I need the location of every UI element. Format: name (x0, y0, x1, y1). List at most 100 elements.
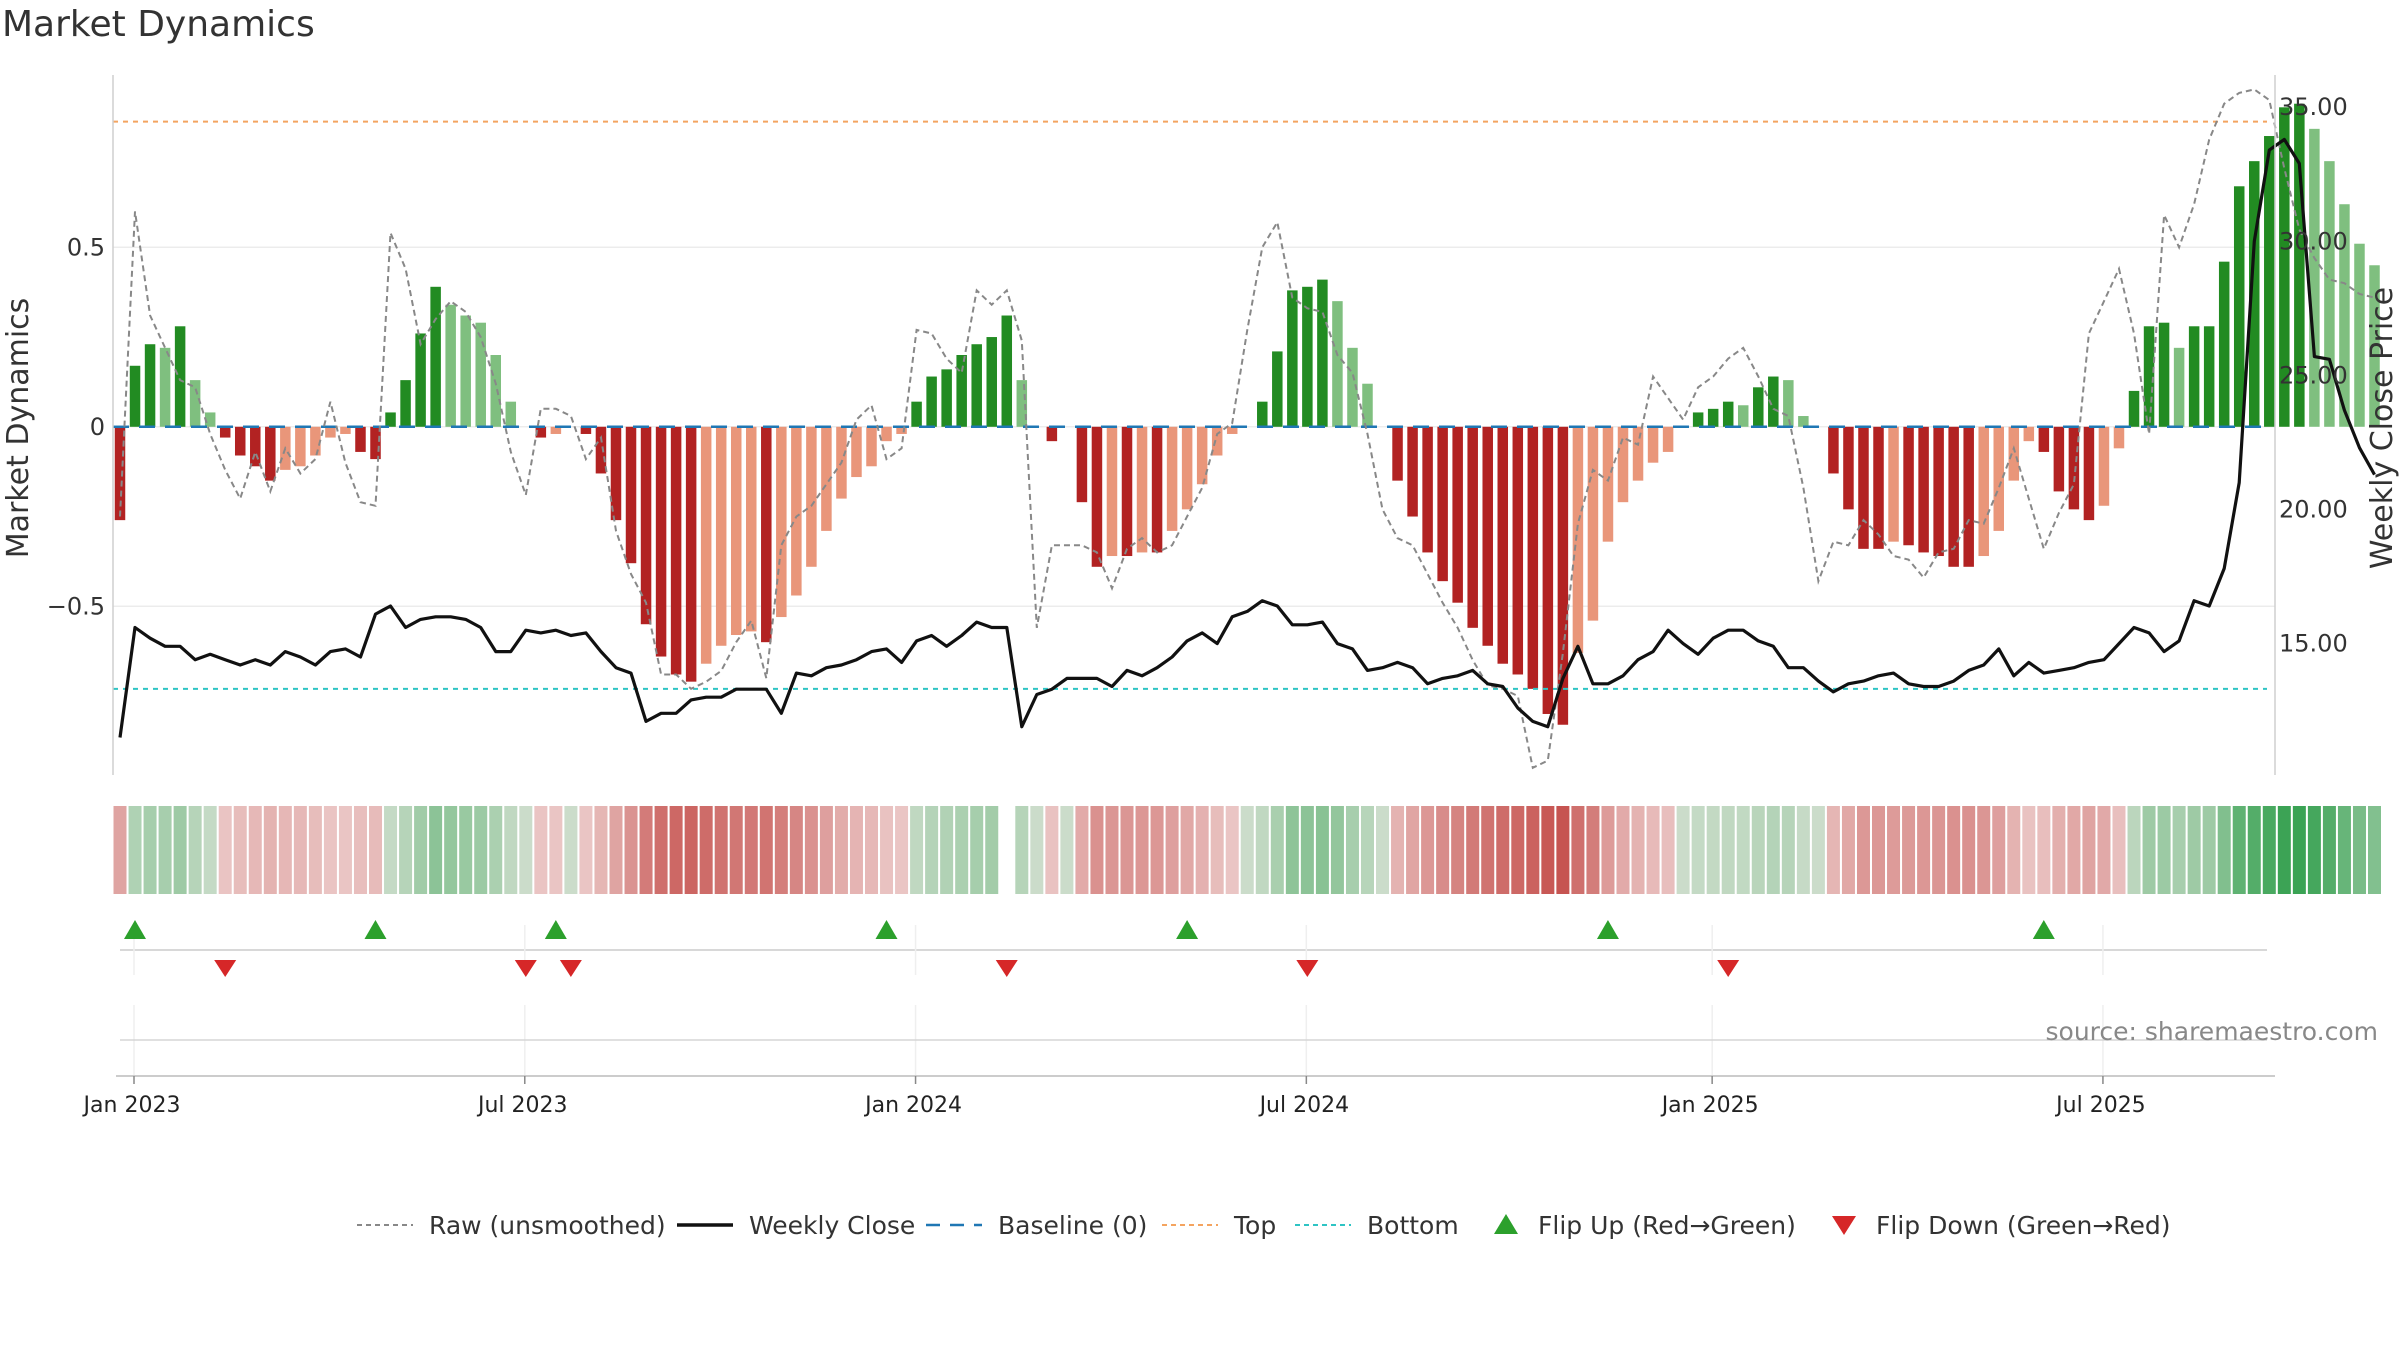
histogram-bar (956, 355, 967, 427)
heatmap-cell (158, 806, 172, 894)
histogram-bar (911, 401, 922, 427)
heatmap-cell (2097, 806, 2111, 894)
histogram-bar (295, 426, 306, 467)
heatmap-cell (2112, 806, 2126, 894)
heatmap-cell (895, 806, 909, 894)
heatmap-cell (955, 806, 969, 894)
right-tick-label: 25.00 (2279, 361, 2348, 389)
histogram-bar (2324, 161, 2335, 427)
heatmap-cell (834, 806, 848, 894)
heatmap-cell (1210, 806, 1224, 894)
histogram-bar (505, 401, 517, 427)
histogram-bar (1753, 387, 1764, 427)
x-tick-label: Jul 2024 (1258, 1093, 1350, 1118)
heatmap-cell (624, 806, 638, 894)
heatmap-cell (173, 806, 187, 894)
histogram-bar (1046, 426, 1058, 442)
heatmap-cell (128, 806, 142, 894)
heatmap-cell (1962, 806, 1976, 894)
histogram-bar (1542, 426, 1554, 714)
heatmap-cell (1135, 806, 1149, 894)
histogram-bar (1121, 426, 1133, 557)
histogram-bar (1617, 426, 1629, 503)
heatmap-cell (1887, 806, 1901, 894)
histogram-bar (1557, 426, 1569, 725)
source-text: source: sharemaestro.com (2046, 1017, 2379, 1046)
histogram-bar (881, 426, 892, 442)
heatmap-cell (323, 806, 337, 894)
heatmap-cell (308, 806, 322, 894)
histogram-bar (1482, 426, 1493, 646)
heatmap-cell (1075, 806, 1089, 894)
histogram-bar (670, 426, 682, 675)
heatmap-cell (2007, 806, 2021, 894)
histogram-bar (625, 426, 637, 564)
histogram-bar (2233, 186, 2245, 427)
heatmap-cell (684, 806, 698, 894)
heatmap-cell (263, 806, 277, 894)
histogram-bar (1272, 351, 1283, 427)
histogram-bar (2264, 136, 2275, 427)
right-tick-label: 35.00 (2279, 93, 2348, 121)
histogram-bar (1287, 290, 1298, 427)
heatmap-cell (2232, 806, 2246, 894)
histogram-bar (1828, 426, 1839, 474)
right-tick-label: 15.00 (2279, 630, 2348, 658)
histogram-bar (1647, 426, 1659, 463)
heatmap-cell (1706, 806, 1720, 894)
heatmap-cell (1150, 806, 1164, 894)
x-tick-label: Jul 2025 (2054, 1093, 2146, 1118)
heatmap-cell (369, 806, 383, 894)
heatmap-cell (474, 806, 488, 894)
histogram-bar (971, 344, 982, 427)
heatmap-cell (1345, 806, 1359, 894)
heatmap-cell (1045, 806, 1059, 894)
histogram-bar (2158, 322, 2170, 427)
heatmap-cell (1902, 806, 1916, 894)
histogram-bar (1602, 426, 1614, 542)
heatmap-cell (985, 806, 999, 894)
histogram-bar (1166, 426, 1178, 531)
left-tick-label: 0 (90, 413, 105, 441)
heatmap-cell (444, 806, 458, 894)
heatmap-cell (1631, 806, 1645, 894)
heatmap-cell (1661, 806, 1675, 894)
histogram-bar (1662, 426, 1674, 452)
histogram-bar (791, 426, 802, 596)
histogram-bar (1632, 426, 1644, 481)
heatmap-cell (1105, 806, 1119, 894)
histogram-bar (1317, 279, 1328, 427)
histogram-bar (1587, 426, 1599, 621)
flip-up-marker (124, 920, 146, 939)
heatmap-cell (729, 806, 743, 894)
histogram-bar (2188, 326, 2200, 427)
histogram-bar (325, 426, 336, 438)
histogram-bar (2128, 390, 2140, 427)
heatmap-cell (1285, 806, 1299, 894)
histogram-bar (1798, 416, 1809, 427)
heatmap-cell (1090, 806, 1104, 894)
histogram-bar (1497, 426, 1509, 664)
histogram-bar (114, 426, 126, 521)
heatmap-cell (1360, 806, 1374, 894)
histogram-bar (1257, 401, 1268, 427)
histogram-bar (761, 426, 772, 643)
heatmap-cell (594, 806, 608, 894)
histogram-bar (310, 426, 321, 456)
heatmap-cell (1616, 806, 1630, 894)
heatmap-cell (399, 806, 413, 894)
histogram-bar (1422, 426, 1433, 553)
x-axis-ticks: Jan 2023 Jul 2023 Jan 2024 Jul 2024 Jan 2025… (82, 1076, 2146, 1118)
histogram-bar (986, 337, 997, 427)
heatmap-cell (1015, 806, 1029, 894)
histogram-bar (821, 426, 832, 531)
heatmap-cell (2217, 806, 2231, 894)
heatmap-cell (1691, 806, 1705, 894)
histogram-bar (1106, 426, 1118, 557)
histogram-bar (1948, 426, 1959, 567)
heatmap-cell (2037, 806, 2051, 894)
raw-line (119, 88, 2375, 770)
heatmap-cell (534, 806, 548, 894)
heatmap-cell (669, 806, 683, 894)
histogram-bar (2008, 426, 2020, 481)
